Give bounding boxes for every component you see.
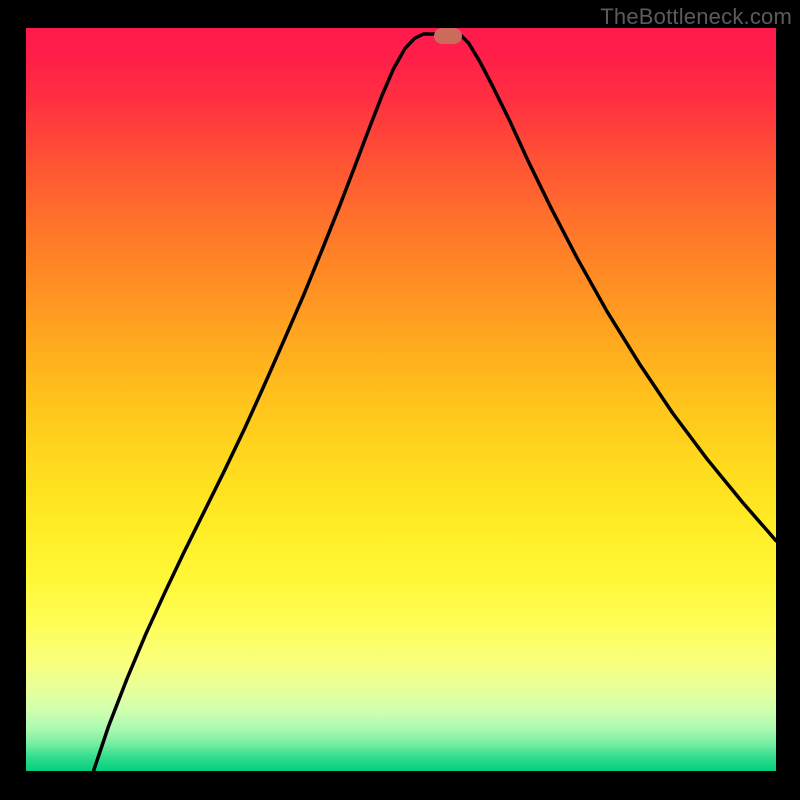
attribution-text: TheBottleneck.com — [600, 4, 792, 30]
bottleneck-marker — [434, 28, 462, 44]
plot-area — [26, 28, 776, 771]
chart-frame: TheBottleneck.com — [0, 0, 800, 800]
bottleneck-curve — [26, 28, 776, 771]
